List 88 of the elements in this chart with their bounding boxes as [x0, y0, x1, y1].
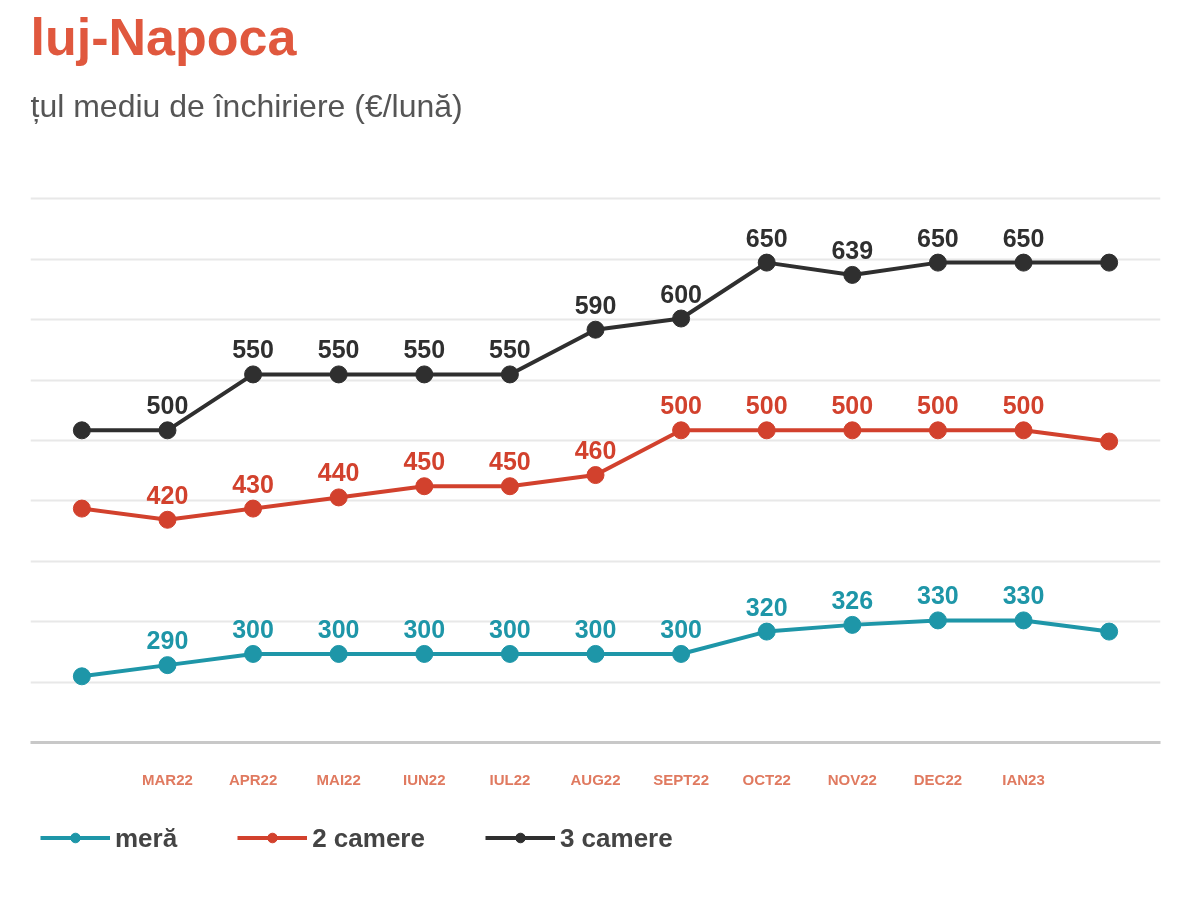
- point: [1014, 421, 1033, 440]
- data-label: 639: [831, 235, 874, 264]
- point: [586, 320, 605, 339]
- x-tick-label: MAR22: [142, 770, 193, 788]
- point: [843, 615, 862, 634]
- data-label: 600: [660, 279, 702, 308]
- data-label: 550: [317, 335, 360, 364]
- data-label: 330: [917, 581, 959, 610]
- point: [158, 510, 177, 529]
- point: [586, 644, 605, 663]
- point: [843, 265, 862, 284]
- point: [672, 309, 691, 328]
- legend-label: 3 camere: [559, 822, 673, 853]
- point: [672, 644, 691, 663]
- data-label: 450: [489, 447, 531, 476]
- point: [672, 421, 691, 440]
- chart-subtitle: țul mediu de închiriere (€/lună): [30, 87, 463, 124]
- data-label: 326: [831, 585, 874, 614]
- point: [329, 644, 348, 663]
- data-label: 500: [745, 391, 788, 420]
- data-label: 330: [1002, 581, 1045, 610]
- data-label: 450: [403, 447, 446, 476]
- point: [1100, 622, 1119, 641]
- point: [1100, 253, 1119, 272]
- x-tick-label: AUG22: [570, 770, 621, 788]
- point: [586, 466, 605, 485]
- point: [415, 365, 434, 384]
- data-label: 440: [317, 458, 360, 487]
- x-tick-label: MAI22: [316, 770, 361, 788]
- data-label: 420: [146, 480, 189, 509]
- data-label: 550: [489, 335, 531, 364]
- point: [928, 611, 947, 630]
- data-label: 300: [232, 614, 274, 643]
- data-label: 650: [1002, 223, 1045, 252]
- legend-label: 2 camere: [312, 822, 425, 853]
- data-label: 550: [403, 335, 446, 364]
- point: [843, 421, 862, 440]
- data-label: 300: [660, 614, 702, 643]
- point: [72, 499, 91, 518]
- point: [928, 421, 947, 440]
- data-label: 550: [232, 335, 274, 364]
- data-label: 430: [232, 469, 274, 498]
- legend-label: meră: [115, 822, 178, 853]
- point: [72, 421, 91, 440]
- x-tick-label: OCT22: [742, 770, 791, 788]
- point: [757, 421, 776, 440]
- data-label: 300: [489, 614, 531, 643]
- data-label: 500: [660, 391, 702, 420]
- point: [500, 365, 519, 384]
- point: [158, 421, 177, 440]
- x-tick-label: APR22: [228, 770, 278, 788]
- point: [415, 477, 434, 496]
- point: [415, 644, 434, 663]
- data-label: 300: [574, 614, 617, 643]
- data-label: 500: [1002, 391, 1045, 420]
- point: [1100, 432, 1119, 451]
- data-label: 300: [403, 614, 446, 643]
- data-label: 320: [745, 592, 788, 621]
- point: [500, 644, 519, 663]
- x-tick-label: IUL22: [489, 770, 531, 788]
- point: [244, 499, 263, 518]
- data-label: 650: [917, 223, 959, 252]
- data-label: 500: [831, 391, 874, 420]
- data-label: 500: [146, 391, 189, 420]
- data-label: 500: [917, 391, 959, 420]
- point: [1014, 611, 1033, 630]
- data-label: 460: [574, 436, 617, 465]
- point: [500, 477, 519, 496]
- data-label: 300: [317, 614, 360, 643]
- point: [329, 488, 348, 507]
- x-tick-label: NOV22: [827, 770, 877, 788]
- data-label: 590: [574, 290, 617, 319]
- point: [757, 622, 776, 641]
- point: [329, 365, 348, 384]
- x-tick-label: SEPT22: [653, 770, 710, 788]
- x-tick-label: DEC22: [913, 770, 963, 788]
- point: [928, 253, 947, 272]
- data-label: 290: [146, 626, 189, 655]
- point: [72, 667, 91, 686]
- chart-title: luj-Napoca: [30, 7, 298, 66]
- point: [244, 644, 263, 663]
- x-tick-label: IAN23: [1002, 770, 1045, 788]
- point: [1014, 253, 1033, 272]
- point: [757, 253, 776, 272]
- data-label: 650: [745, 223, 788, 252]
- point: [158, 656, 177, 675]
- x-tick-label: IUN22: [403, 770, 446, 788]
- point: [244, 365, 263, 384]
